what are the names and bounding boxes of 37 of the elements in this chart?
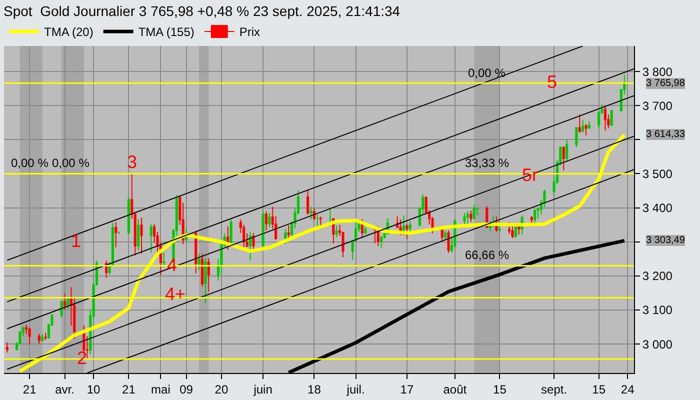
x-tick-label: mai <box>151 382 170 396</box>
x-tick-label: juil. <box>346 382 365 396</box>
x-tick-label: sept. <box>541 382 568 396</box>
x-tick-label: 09 <box>180 382 194 396</box>
y-tick-label: 3 100 <box>642 303 673 318</box>
y-tick-label: 3 000 <box>642 337 673 352</box>
annotation: 0,00 % <box>52 156 90 170</box>
x-tick-label: 21 <box>22 382 37 396</box>
y-tick-label: 3 400 <box>642 201 673 215</box>
annotation: 3 <box>127 152 138 172</box>
annotation: 3 765,98 <box>646 78 686 89</box>
annotation: 1 <box>71 231 82 251</box>
chart-title: Spot Gold Journalier 3 765,98 +0,48 % 23 sept. 2025, 21:41:34 <box>4 2 400 19</box>
x-tick-label: 17 <box>400 382 414 396</box>
x-tick-label: 15 <box>592 382 606 396</box>
annotation: 0,00 % <box>11 156 49 170</box>
x-tick-label: juin <box>252 382 272 396</box>
y-tick-label: 3 200 <box>642 269 673 284</box>
annotation: 33,33 % <box>465 156 510 170</box>
x-tick-label: 20 <box>214 382 228 396</box>
x-tick-label: avr. <box>55 382 74 396</box>
legend-label: Prix <box>239 25 260 40</box>
annotation: 3 614,33 <box>646 129 686 140</box>
x-tick-label: 18 <box>308 382 322 396</box>
x-tick-label: 10 <box>86 382 101 396</box>
y-tick-label: 3 500 <box>642 166 673 181</box>
annotation: 66,66 % <box>465 248 510 262</box>
annotation: 0,00 % <box>468 66 506 80</box>
x-tick-label: 15 <box>493 382 507 396</box>
x-tick-label: 21 <box>122 382 136 396</box>
annotation: 3 303,49 <box>646 235 686 246</box>
legend-label: TMA (155) <box>138 25 194 40</box>
x-tick-label: 24 <box>620 382 635 396</box>
x-tick-label: août <box>443 382 468 396</box>
y-tick-label: 3 800 <box>642 64 673 79</box>
legend-label: TMA (20) <box>44 25 94 40</box>
y-tick-label: 3 700 <box>642 98 673 113</box>
